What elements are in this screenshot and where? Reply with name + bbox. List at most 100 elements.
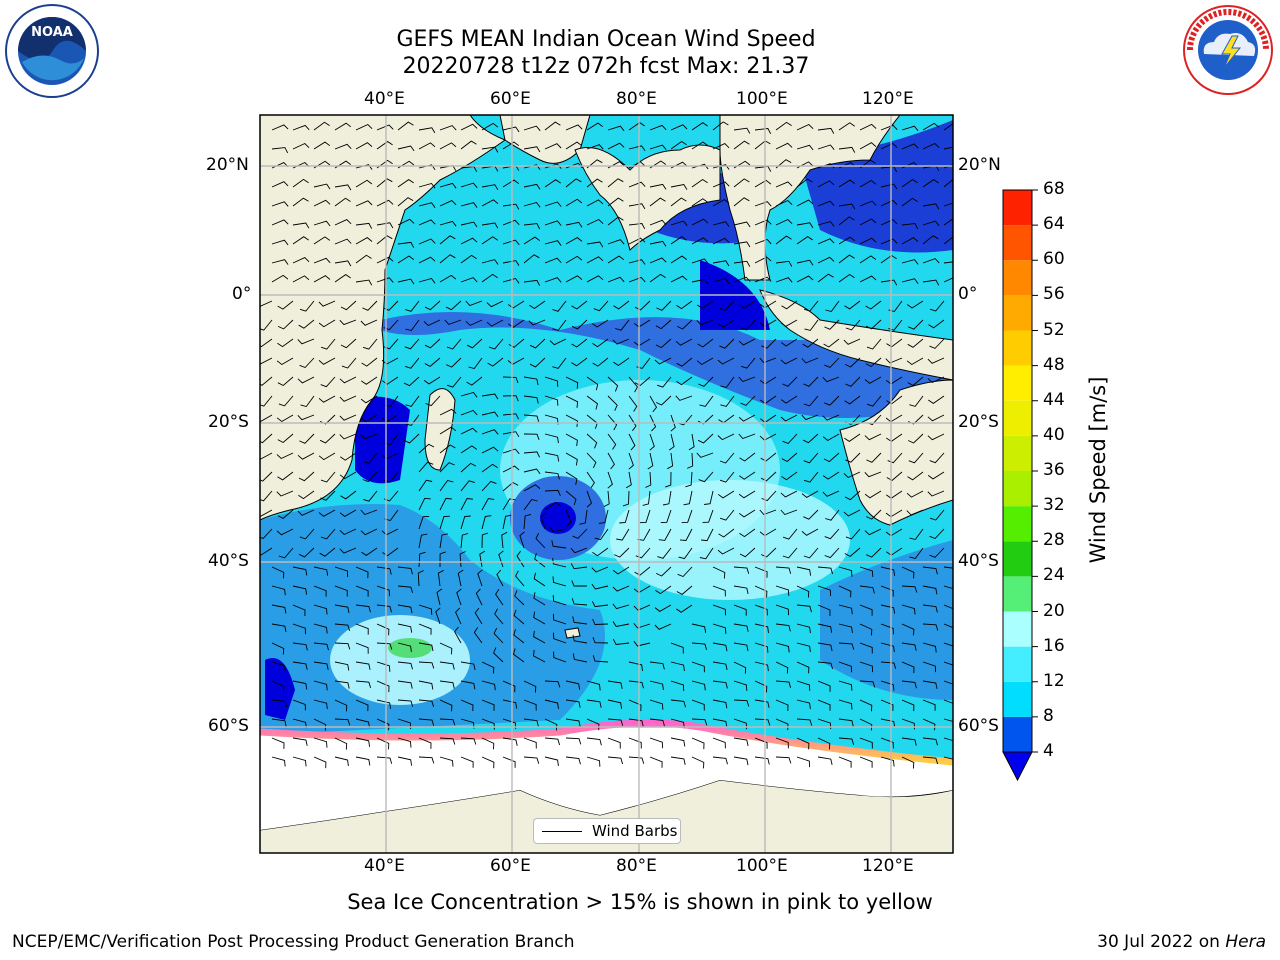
wind-barb: [880, 279, 898, 286]
wind-barb: [318, 395, 336, 403]
wind-barb: [943, 623, 953, 629]
wind-barb: [439, 142, 457, 150]
wind-barb: [519, 531, 525, 549]
wind-barb: [922, 258, 940, 264]
wind-barb: [607, 452, 615, 470]
wind-barb: [943, 699, 953, 704]
lat-label-right: 20°N: [958, 155, 1001, 175]
wind-barb: [481, 737, 495, 750]
wind-barb: [552, 557, 567, 568]
wind-barb: [782, 376, 798, 387]
wind-barb: [418, 680, 434, 690]
wind-barb: [859, 661, 874, 673]
wind-barb: [754, 756, 770, 765]
wind-barb: [654, 623, 672, 630]
wind-barb: [551, 540, 567, 549]
wind-barb: [397, 255, 415, 264]
wind-barb: [838, 623, 853, 634]
wind-barb: [479, 550, 486, 568]
lon-label-top: 60°E: [490, 89, 531, 109]
wind-barb: [544, 121, 561, 131]
wind-barb: [740, 319, 756, 331]
wind-barb: [313, 141, 331, 150]
wind-barb: [698, 471, 714, 483]
wind-barb: [544, 240, 562, 246]
lon-label-bottom: 60°E: [490, 856, 531, 876]
colorbar-segment: [1003, 541, 1032, 577]
wind-barb: [712, 699, 728, 709]
wind-barb: [502, 680, 516, 693]
wind-barb: [625, 471, 632, 489]
wind-barb: [544, 501, 561, 511]
wind-barb: [292, 566, 308, 576]
wind-barb: [271, 566, 285, 579]
wind-barb: [334, 718, 351, 726]
wind-barb: [796, 123, 814, 131]
wind-barb: [628, 395, 638, 412]
wind-barb: [397, 585, 414, 594]
wind-barb: [717, 490, 735, 499]
wind-barb: [696, 357, 714, 366]
wind-barb: [943, 202, 953, 207]
wind-barb: [612, 585, 630, 592]
wind-barb: [376, 737, 390, 750]
wind-barb: [523, 125, 541, 132]
wind-barb: [340, 300, 357, 311]
wind-barb: [299, 357, 315, 369]
wind-barb: [927, 376, 945, 384]
wind-barb: [586, 275, 604, 283]
wind-barb: [845, 452, 861, 463]
wind-barb-legend-line: [542, 830, 582, 832]
wind-barb: [439, 408, 457, 416]
wind-barb: [697, 433, 714, 444]
wind-barb: [318, 452, 336, 461]
wind-barb: [271, 124, 289, 131]
wind-barb: [712, 680, 728, 689]
wind-barb: [782, 547, 798, 559]
wind-barb: [864, 528, 882, 536]
wind-barb: [319, 547, 336, 557]
wind-barb: [376, 256, 394, 264]
wind-barb: [498, 550, 504, 568]
wind-barb: [320, 376, 336, 388]
wind-barb: [859, 737, 873, 749]
wind-barb: [276, 528, 294, 536]
wind-barb: [907, 338, 924, 348]
wind-barb: [712, 260, 730, 267]
wind-barb: [943, 123, 953, 131]
wind-barb: [733, 699, 750, 707]
wind-barb: [529, 357, 546, 368]
wind-barb: [886, 471, 903, 481]
wind-barb: [586, 490, 593, 508]
wind-barb: [838, 737, 855, 746]
wind-barb: [481, 259, 499, 265]
wind-barb: [838, 604, 853, 615]
wind-barb: [502, 376, 519, 384]
wind-barb: [719, 338, 735, 349]
wind-barb: [781, 471, 798, 481]
wind-barb: [552, 613, 567, 625]
wind-barb: [260, 547, 273, 556]
wind-barb: [481, 222, 499, 229]
wind-barb: [922, 220, 940, 227]
wind-barb: [922, 718, 936, 731]
wind-barb: [381, 414, 399, 422]
wind-barb: [565, 221, 583, 228]
wind-barb: [565, 178, 582, 188]
wind-barb: [355, 142, 373, 150]
wind-barb: [824, 357, 840, 368]
wind-barb: [292, 178, 309, 188]
wind-barb: [313, 718, 327, 731]
wind-barb: [649, 661, 665, 670]
lon-label-top: 40°E: [364, 89, 405, 109]
wind-barb: [796, 178, 813, 188]
wind-barb: [691, 163, 709, 170]
wind-barb: [340, 452, 357, 461]
wind-barb: [552, 576, 567, 587]
wind-barb: [838, 718, 854, 727]
wind-barb: [544, 257, 562, 264]
wind-barb: [615, 319, 630, 331]
wind-barb: [628, 737, 642, 749]
wind-barb: [649, 240, 667, 247]
wind-barb: [922, 642, 937, 653]
